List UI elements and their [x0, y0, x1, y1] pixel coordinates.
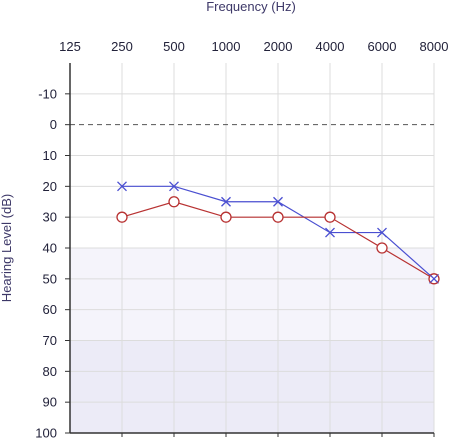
y-axis-title: Hearing Level (dB) [0, 194, 14, 302]
series-1-point-2000-stroke-b [273, 196, 283, 207]
axes [65, 63, 435, 437]
y-tick-label-20: 20 [43, 179, 57, 194]
series-1-point-250-stroke-b [117, 181, 127, 192]
y-tick-label-80: 80 [43, 364, 57, 379]
series-1-point-500 [169, 181, 179, 192]
series-1-point-1000-stroke-b [221, 196, 231, 207]
shaded-band-1 [70, 248, 434, 341]
x-tick-label-250: 250 [111, 39, 133, 54]
series-layer [116, 181, 440, 285]
y-tick-label-60: 60 [43, 302, 57, 317]
y-tick-label--10: -10 [38, 86, 57, 101]
series-2-point-500 [168, 196, 180, 208]
y-tick-label-10: 10 [43, 148, 57, 163]
y-tick-labels: -10 0 10 20 30 40 50 60 70 80 90 100 [35, 86, 57, 440]
x-tick-label-6000: 6000 [368, 39, 397, 54]
overlap-markers [430, 274, 438, 283]
x-axis-title: Frequency (Hz) [206, 0, 296, 14]
x-tick-label-1000: 1000 [212, 39, 241, 54]
y-tick-label-30: 30 [43, 210, 57, 225]
shaded-band-2 [70, 340, 434, 433]
y-tick-label-0: 0 [50, 117, 57, 132]
series-1-point-250 [117, 181, 127, 192]
series-1-point-500-stroke-b [169, 181, 179, 192]
y-tick-label-70: 70 [43, 333, 57, 348]
overlap-x-8000-b [430, 274, 438, 283]
series-2-circle [116, 196, 440, 285]
x-tick-label-4000: 4000 [316, 39, 345, 54]
series-1-point-6000 [377, 227, 387, 238]
series-1-point-4000-stroke-b [325, 227, 335, 238]
x-tick-label-8000: 8000 [420, 39, 449, 54]
series-2-point-6000 [376, 242, 388, 254]
series-1-point-1000 [221, 196, 231, 207]
y-tick-label-50: 50 [43, 271, 57, 286]
y-tick-label-100: 100 [35, 426, 57, 441]
series-2-point-1000 [220, 211, 232, 223]
series-2-point-250 [116, 211, 128, 223]
series-1-point-6000-stroke-b [377, 227, 387, 238]
series-1-point-2000 [273, 196, 283, 207]
x-tick-label-125: 125 [59, 39, 81, 54]
x-tick-label-500: 500 [163, 39, 185, 54]
shaded-bands [70, 248, 434, 433]
series-2-point-4000 [324, 211, 336, 223]
grid [70, 63, 435, 434]
series-1-point-4000 [325, 227, 335, 238]
x-tick-label-2000: 2000 [264, 39, 293, 54]
x-tick-labels: 125 250 500 1000 2000 4000 6000 8000 [59, 39, 448, 54]
series-2-point-2000 [272, 211, 284, 223]
y-tick-label-90: 90 [43, 395, 57, 410]
y-tick-label-40: 40 [43, 241, 57, 256]
